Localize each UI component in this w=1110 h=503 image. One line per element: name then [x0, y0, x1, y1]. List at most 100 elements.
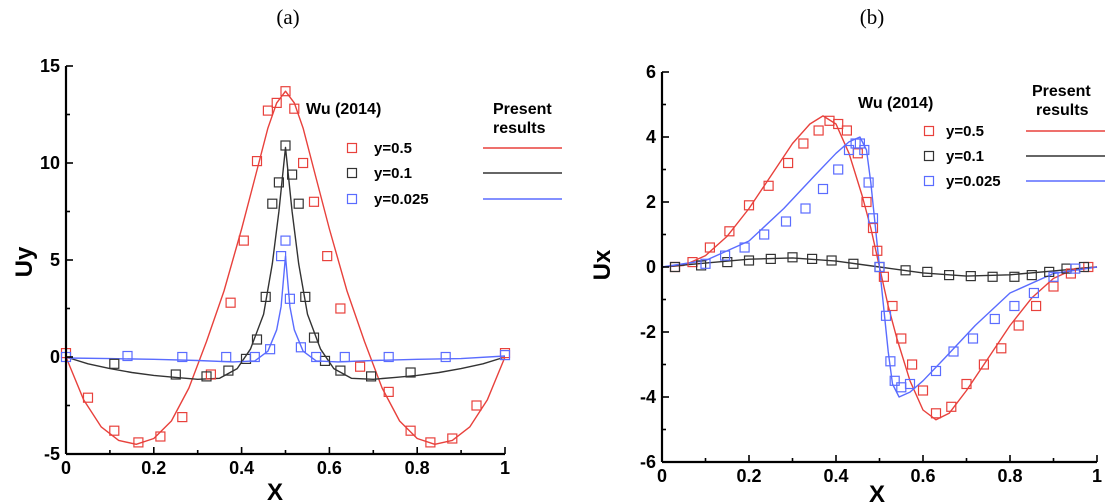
panel-b-series-3-marker — [700, 258, 711, 269]
panel-a-legend: Wu (2014) Present results y=0.5 y=0.1 y=… — [306, 101, 562, 208]
panel-a-series-1-marker — [238, 235, 249, 246]
panel-b-series-3-marker — [989, 313, 1000, 325]
panel-b-y-tick-label: -2 — [640, 322, 656, 342]
panel-b-series-1-marker — [906, 359, 918, 370]
panel-a-series-3-marker — [339, 351, 350, 363]
panel-a-series-1-marker — [225, 297, 236, 308]
panel-a-legend-label-3: y=0.025 — [374, 191, 429, 208]
panel-label-a: (a) — [276, 5, 299, 29]
panel-b-series-3-marker — [874, 261, 885, 273]
panel-a-series-1-marker — [335, 303, 346, 314]
panel-a-series-1-marker — [280, 86, 291, 97]
panel-a-series-3-line — [65, 255, 506, 363]
panel-b-legend-marker-3 — [923, 175, 935, 187]
panel-b-legend-label-2: y=0.1 — [946, 148, 984, 165]
panel-b-series-1-marker — [782, 157, 794, 169]
panel-b-series-1-marker — [1013, 320, 1024, 331]
panel-a-series-3-marker — [122, 350, 133, 362]
panel-a-series-1-line — [65, 90, 506, 445]
panel-a-x-tick-label: 1 — [500, 458, 510, 478]
panel-b-series-lines — [661, 115, 1098, 421]
panel-a-series-2-marker — [405, 367, 416, 378]
panel-b-series-1-marker — [669, 261, 681, 273]
panel-b-series-1-marker — [896, 333, 907, 344]
panel-b-series-3-marker — [930, 365, 942, 377]
panel-a-series-1-marker — [471, 400, 482, 411]
panel-a-y-tick-label: 0 — [50, 347, 60, 367]
panel-a-series-2-marker — [273, 177, 284, 188]
panel-a-series-2-marker — [251, 334, 263, 345]
panel-a-y-tick-label: -5 — [44, 444, 60, 464]
panel-b-series-1-marker — [961, 378, 972, 390]
panel-a-series-2-marker — [223, 365, 234, 376]
panel-a-series-3-marker — [284, 293, 295, 304]
panel-a-series-3-marker — [280, 235, 291, 246]
panel-b-series-3-marker — [1028, 287, 1040, 299]
panel-b-series-3-marker — [904, 378, 916, 390]
panel-a-legend-label-2: y=0.1 — [374, 165, 412, 182]
panel-b-series-1-marker — [887, 300, 898, 312]
panel-a-legend-marker-3 — [346, 193, 358, 205]
panel-a-x-tick-label: 0.2 — [141, 458, 166, 478]
panel-b-series-3-marker — [800, 203, 811, 214]
panel-a-series-1-marker — [177, 412, 188, 423]
panel-b-series-3-marker — [843, 144, 855, 156]
panel-b-series-3-marker — [739, 242, 750, 253]
panel-a-series-2-marker — [109, 358, 120, 369]
panel-b-legend-marks — [923, 125, 1105, 187]
panel-b-series-2-marker — [987, 271, 998, 282]
panel-label-b: (b) — [860, 5, 885, 29]
panel-a-y-axis-title: Uy — [11, 246, 38, 277]
panel-b-series-1-marker — [724, 226, 735, 237]
panel-b-series-1-marker — [878, 271, 890, 282]
panel-a-legend-marker-2 — [346, 167, 358, 179]
panel-a-series-3-marker — [440, 351, 451, 363]
panel-a-legend-line-header-1: Present — [493, 101, 552, 118]
panel-a-series-1-marker — [133, 437, 144, 448]
panel-b-series-2-marker — [669, 261, 681, 273]
panel-b-y-tick-label: 6 — [646, 62, 656, 82]
panel-a-series-3-marker — [499, 350, 511, 361]
panel-b-series-1-marker — [852, 148, 863, 159]
panel-a-series-3-marker — [276, 251, 287, 262]
panel-b-series-1-marker — [861, 196, 872, 208]
panel-a-series-2-marker — [293, 198, 304, 209]
panel-b-series-2-marker — [900, 265, 911, 276]
panel-a-series-2-marker — [260, 291, 271, 302]
panel-b-series-1-marker — [872, 245, 883, 256]
panel-b-series-3-marker — [948, 346, 959, 357]
panel-b-series-2-marker — [1026, 270, 1037, 281]
panel-b-series-1-marker — [867, 222, 879, 234]
panel-b-series-3-marker — [885, 356, 896, 367]
panel-b-y-tick-label: 2 — [646, 192, 656, 212]
panel-b-x-tick-label: 0.6 — [910, 466, 935, 486]
panel-b-series-3-marker — [817, 183, 829, 195]
panel-b-series-2-marker — [965, 271, 976, 282]
panel-b-x-tick-label: 1 — [1092, 466, 1102, 486]
panel-a-x-tick-label: 0 — [61, 458, 71, 478]
panel-b-series-2-marker — [922, 266, 933, 277]
panel-b-series-3-marker — [780, 216, 792, 227]
panel-b-series-2-marker — [765, 253, 776, 264]
panel-a-series-1-marker — [425, 437, 436, 448]
panel-b-series-3-marker — [863, 177, 874, 188]
panel-b-series-2-marker — [787, 252, 798, 263]
panel-b-legend-line-header-2: results — [1036, 102, 1089, 119]
panel-a-legend-line-header-2: results — [493, 120, 546, 137]
panel-b-series-3-marker — [867, 213, 879, 224]
panel-b-series-3-marker — [967, 333, 979, 344]
panel-b-y-axis-title: Ux — [589, 249, 616, 280]
panel-a-series-3-marker — [177, 351, 188, 363]
panel-a-series-1-marker — [262, 105, 273, 116]
panel-a-series-1-marker — [289, 103, 300, 114]
panel-a-series-3-marker — [249, 351, 260, 363]
panel-b-series-3-marker — [1048, 271, 1059, 282]
panel-b-series-3-marker — [859, 144, 870, 156]
panel-a-x-tick-label: 0.8 — [405, 458, 430, 478]
panel-b-series-3-marker — [759, 229, 770, 240]
panel-b-series-2-marker — [943, 270, 955, 281]
panel-a-series-2-marker — [300, 291, 311, 302]
panel-a-legend-label-1: y=0.5 — [374, 140, 412, 157]
panel-b-legend-label-3: y=0.025 — [946, 173, 1001, 190]
panel-b-legend-marker-2 — [923, 150, 935, 162]
